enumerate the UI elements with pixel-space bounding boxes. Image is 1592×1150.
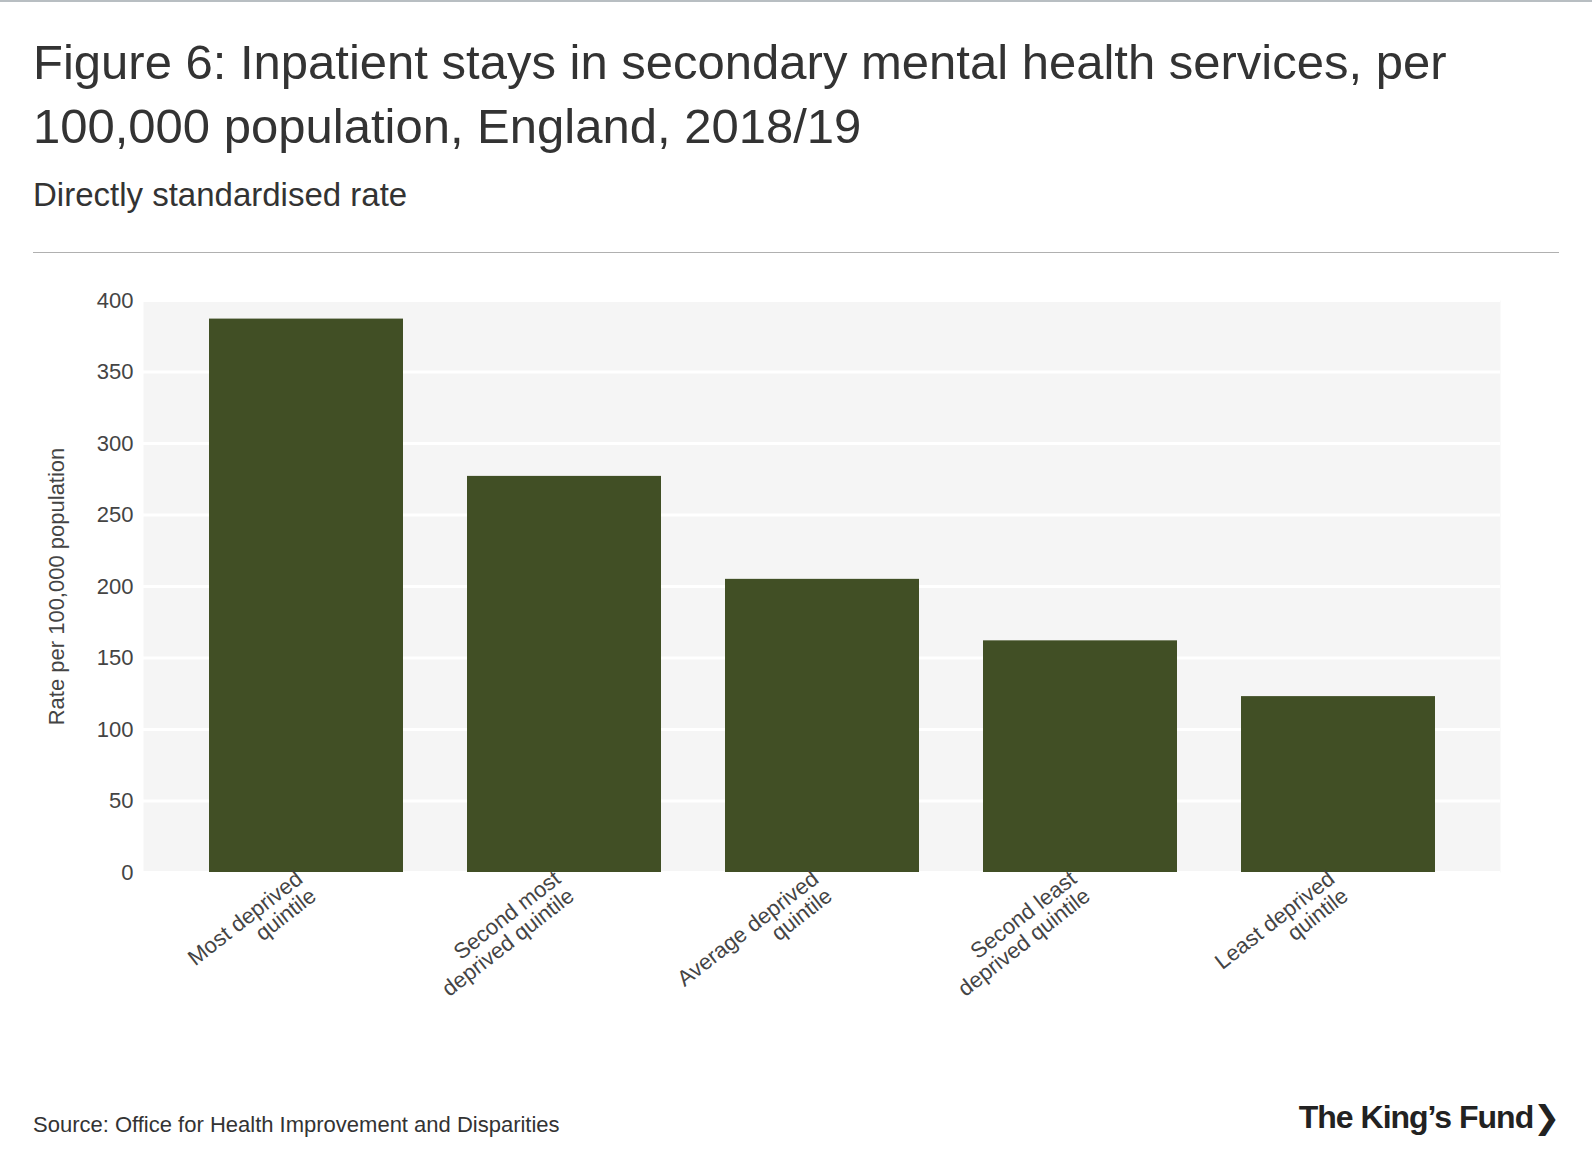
svg-text:0: 0 — [121, 860, 133, 885]
svg-text:200: 200 — [97, 574, 134, 599]
html-text:Source: Office for Health Impr: Source: Office for Health Improvement an… — [33, 1112, 560, 1137]
svg-text:Average deprivedquintile: Average deprivedquintile — [672, 866, 837, 1009]
svg-text:150: 150 — [97, 645, 134, 670]
html-text:Figure 6: Inpatient stays in s: Figure 6: Inpatient stays in secondary m… — [33, 35, 1447, 153]
svg-text:Most deprivedquintile: Most deprivedquintile — [183, 866, 321, 988]
svg-text:300: 300 — [97, 431, 134, 456]
svg-text:Rate per 100,000 population: Rate per 100,000 population — [44, 448, 69, 726]
svg-text:Least deprivedquintile: Least deprivedquintile — [1210, 866, 1353, 992]
svg-text:250: 250 — [97, 502, 134, 527]
svg-text:Second leastdeprived quintile: Second leastdeprived quintile — [939, 866, 1094, 1002]
svg-text:100: 100 — [97, 717, 134, 742]
svg-text:50: 50 — [109, 788, 133, 813]
svg-text:Second mostdeprived quintile: Second mostdeprived quintile — [423, 866, 578, 1002]
svg-text:400: 400 — [97, 288, 134, 313]
html-text:Directly standardised rate: Directly standardised rate — [33, 176, 408, 213]
svg-text:350: 350 — [97, 359, 134, 384]
html-text:The King’s Fund❯: The King’s Fund❯ — [1298, 1099, 1559, 1135]
